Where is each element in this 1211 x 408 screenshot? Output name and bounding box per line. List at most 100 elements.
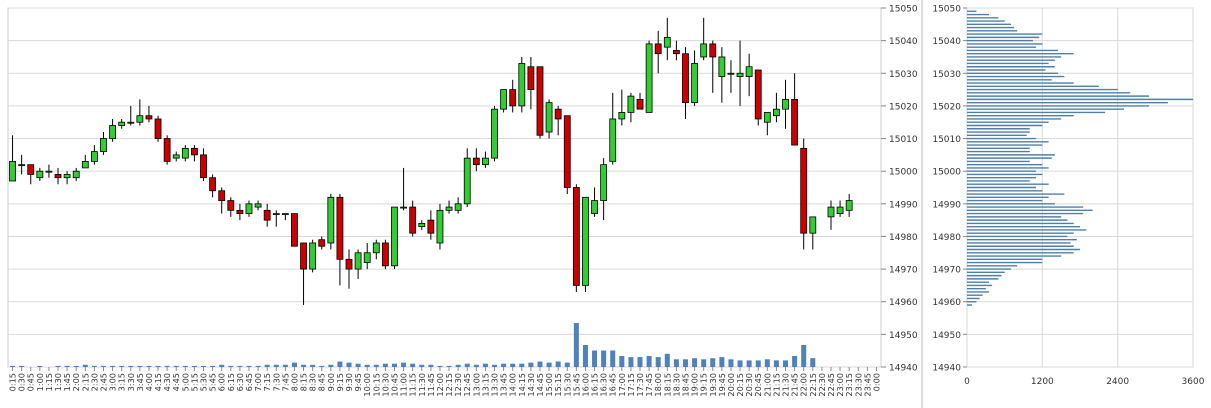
time-tick-label: 16:45 bbox=[608, 373, 618, 397]
volume-bar bbox=[55, 365, 61, 367]
candlestick bbox=[181, 145, 189, 162]
candlestick bbox=[200, 148, 207, 181]
candle-body bbox=[482, 157, 489, 166]
volume-bar bbox=[337, 361, 343, 367]
candlestick bbox=[845, 194, 853, 217]
volume-bar bbox=[173, 365, 179, 367]
price-tick-label: 15000 bbox=[889, 168, 918, 178]
price-gridlines bbox=[8, 7, 881, 368]
volume-bar bbox=[64, 365, 70, 367]
profile-price-tick-label: 15050 bbox=[932, 5, 961, 15]
time-tick-label: 13:30 bbox=[490, 373, 500, 397]
volume-bar bbox=[628, 357, 634, 367]
time-tick-label: 18:00 bbox=[653, 373, 663, 397]
time-tick-label: 2:00 bbox=[71, 373, 81, 391]
volume-bar bbox=[346, 362, 352, 367]
profile-bars bbox=[967, 10, 1193, 306]
candlestick bbox=[300, 242, 307, 305]
volume-bar bbox=[82, 364, 88, 367]
volume-bar bbox=[646, 356, 652, 367]
candle-body bbox=[163, 138, 171, 162]
candle-body bbox=[773, 108, 780, 117]
volume-bar bbox=[682, 359, 688, 367]
time-tick-label: 0:00 bbox=[871, 373, 881, 391]
time-tick-label: 19:30 bbox=[708, 373, 718, 397]
candlestick bbox=[172, 151, 180, 162]
profile-price-tick-label: 15040 bbox=[932, 37, 961, 47]
candlestick bbox=[663, 17, 671, 61]
volume-bar bbox=[655, 357, 661, 367]
price-tick-label: 15050 bbox=[889, 5, 918, 15]
volume-bar bbox=[264, 364, 270, 367]
volume-bar bbox=[619, 356, 625, 367]
candle-body bbox=[709, 43, 717, 58]
time-tick-label: 4:45 bbox=[171, 373, 181, 391]
time-tick-label: 14:15 bbox=[517, 373, 527, 397]
candle-body bbox=[327, 196, 335, 244]
candle-body bbox=[845, 200, 853, 211]
candle-body bbox=[791, 98, 799, 146]
volume-bar bbox=[328, 364, 334, 367]
candlestick bbox=[682, 47, 689, 119]
time-tick-label: 13:00 bbox=[471, 373, 481, 397]
candle-body bbox=[291, 213, 298, 247]
price-chart-plot-area bbox=[7, 7, 882, 368]
time-tick-label: 16:15 bbox=[590, 373, 600, 397]
time-tick-label: 1:15 bbox=[44, 373, 54, 391]
volume-bar bbox=[428, 364, 434, 367]
volume-bar bbox=[773, 360, 779, 367]
time-tick-label: 9:30 bbox=[344, 373, 354, 391]
time-tick-label: 9:45 bbox=[353, 373, 363, 391]
volume-bar bbox=[128, 365, 134, 367]
volume-bar bbox=[446, 365, 452, 367]
time-tick-label: 1:30 bbox=[53, 373, 63, 391]
candlestick bbox=[109, 118, 116, 142]
time-tick-label: 21:45 bbox=[790, 373, 800, 397]
candlestick bbox=[90, 145, 98, 165]
candlestick bbox=[445, 200, 453, 214]
candlestick bbox=[436, 203, 444, 250]
candle-body bbox=[463, 157, 471, 205]
candle-body bbox=[18, 164, 26, 167]
volume-bar bbox=[510, 363, 516, 367]
candle-body bbox=[281, 213, 289, 216]
volume-bar bbox=[701, 359, 707, 367]
volume-bar bbox=[100, 365, 106, 367]
volume-bar bbox=[373, 364, 379, 367]
candlestick bbox=[209, 174, 217, 198]
time-tick-label: 20:30 bbox=[744, 373, 754, 397]
candle-body bbox=[627, 95, 635, 113]
time-tick-label: 10:30 bbox=[380, 373, 390, 397]
candlestick bbox=[563, 115, 571, 195]
volume-bar bbox=[464, 363, 470, 367]
volume-bar bbox=[155, 365, 161, 367]
price-tick-label: 14940 bbox=[889, 364, 918, 374]
candle-body bbox=[809, 216, 817, 234]
time-tick-label: 17:45 bbox=[644, 373, 654, 397]
profile-volume-tick-label: 3600 bbox=[1182, 377, 1205, 387]
candle-body bbox=[682, 53, 689, 104]
time-tick-label: 22:30 bbox=[817, 373, 827, 397]
candlestick bbox=[36, 167, 44, 181]
candlestick bbox=[609, 92, 617, 165]
candle-body bbox=[391, 206, 398, 267]
time-tick-label: 14:45 bbox=[535, 373, 545, 397]
candle-body bbox=[136, 115, 144, 123]
candlestick bbox=[600, 158, 608, 221]
candlestick bbox=[381, 239, 389, 270]
profile-price-tick-label: 14970 bbox=[932, 266, 961, 276]
time-tick-label: 18:15 bbox=[662, 373, 672, 397]
time-tick-label: 10:45 bbox=[389, 373, 399, 397]
candlestick bbox=[409, 200, 417, 237]
volume-bar bbox=[673, 359, 679, 367]
time-tick-label: 3:00 bbox=[108, 373, 118, 391]
candlestick bbox=[736, 40, 744, 106]
time-tick-label: 12:30 bbox=[453, 373, 463, 397]
price-tick-label: 14960 bbox=[889, 298, 918, 308]
candlestick bbox=[118, 118, 126, 129]
volume-bar bbox=[492, 364, 498, 367]
time-tick-label: 2:45 bbox=[98, 373, 108, 391]
time-tick-label: 14:30 bbox=[526, 373, 536, 397]
volume-bar bbox=[555, 361, 561, 367]
volume-bar bbox=[573, 323, 579, 367]
